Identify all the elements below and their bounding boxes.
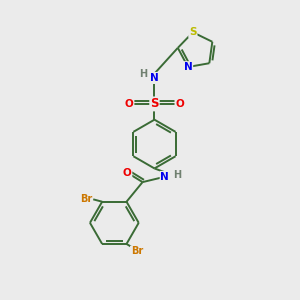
Text: N: N — [150, 73, 159, 83]
Text: N: N — [184, 62, 192, 72]
Text: S: S — [189, 27, 196, 37]
Text: O: O — [125, 99, 134, 109]
Text: Br: Br — [131, 246, 143, 256]
Text: S: S — [150, 98, 159, 110]
Text: O: O — [175, 99, 184, 109]
Text: N: N — [160, 172, 169, 182]
Text: Br: Br — [80, 194, 92, 204]
Text: H: H — [139, 69, 147, 79]
Text: H: H — [173, 170, 181, 180]
Text: O: O — [123, 168, 131, 178]
